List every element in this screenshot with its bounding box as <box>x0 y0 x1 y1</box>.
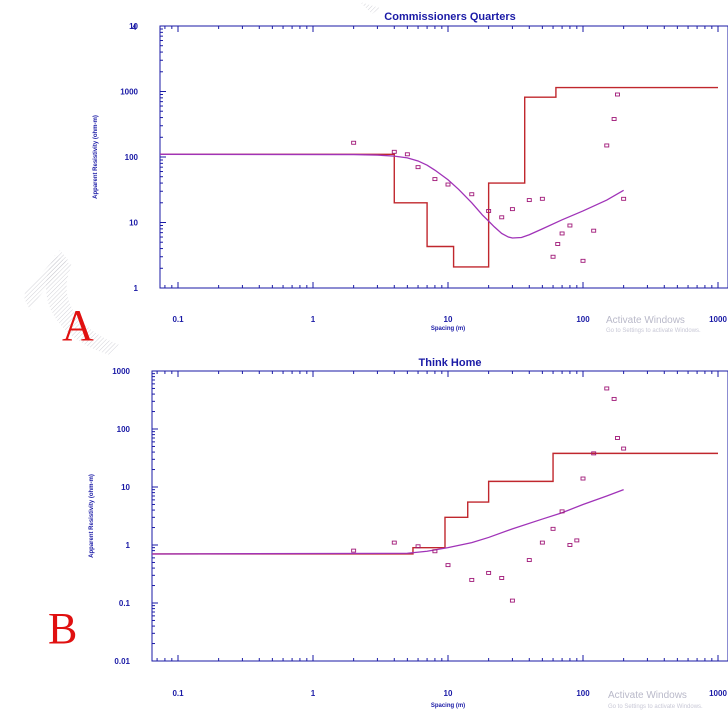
data-point <box>621 446 627 451</box>
y-axis-label: Apparent Resistivity (ohm-m) <box>89 474 95 558</box>
data-point <box>432 549 438 554</box>
data-point <box>611 396 617 401</box>
x-tick-label: 1000 <box>709 689 727 698</box>
y-tick-labels: 1 10 100 1000 10 <box>120 22 138 293</box>
data-point <box>567 223 573 228</box>
data-point <box>351 548 357 553</box>
data-point <box>615 92 620 97</box>
data-point <box>432 177 438 182</box>
data-point <box>621 196 627 201</box>
y-tick-label: 1000 <box>120 88 138 97</box>
data-point <box>486 570 492 575</box>
data-point <box>611 117 617 121</box>
chart-title: Commissioners Quarters <box>384 11 515 23</box>
y-tick-label: 0.1 <box>119 599 131 608</box>
data-point <box>539 540 545 545</box>
data-point <box>550 254 556 259</box>
layer-model-line <box>160 86 718 268</box>
axis-ticks <box>152 370 719 662</box>
watermark-line-1: Activate Windows <box>606 315 685 326</box>
layer-model-line <box>152 452 718 555</box>
watermark-line-1: Activate Windows <box>608 690 687 701</box>
data-point <box>526 198 532 203</box>
x-tick-labels: 0.1 1 10 100 1000 <box>172 315 727 324</box>
data-point <box>351 140 357 145</box>
x-tick-label: 100 <box>576 315 590 324</box>
y-tick-label: 1 <box>134 284 139 293</box>
plot-frame <box>151 370 728 662</box>
data-point <box>509 598 515 603</box>
x-tick-label: 10 <box>444 689 453 698</box>
data-point <box>559 231 565 236</box>
fitted-curve-line <box>151 489 624 555</box>
data-point <box>469 192 475 197</box>
panel-label: B <box>48 604 77 653</box>
data-point <box>499 576 505 580</box>
data-point <box>404 152 410 157</box>
data-point <box>615 436 620 440</box>
data-point <box>445 563 451 568</box>
y-tick-label: 1000 <box>112 367 130 376</box>
data-point <box>415 165 421 170</box>
data-point <box>486 209 492 213</box>
plot-frame <box>159 25 728 289</box>
x-tick-label: 100 <box>576 689 590 698</box>
y-tick-label: 10 <box>129 219 138 228</box>
y-tick-label: 1 <box>126 541 131 550</box>
data-point <box>591 451 597 456</box>
fitted-curve <box>151 489 624 555</box>
logo-watermark <box>24 2 380 355</box>
observed-points <box>351 386 627 603</box>
panel-label: A <box>62 301 94 350</box>
y-tick-label: 10 <box>129 22 138 31</box>
data-point <box>580 258 586 263</box>
data-point <box>555 242 561 246</box>
x-tick-label: 10 <box>444 315 453 324</box>
data-point <box>445 182 451 187</box>
y-tick-labels: 0.01 0.1 1 10 100 1000 <box>112 367 130 666</box>
layer-model <box>152 452 718 555</box>
x-axis-label: Spacing (m) <box>431 326 465 332</box>
fitted-curve <box>159 153 624 239</box>
data-point <box>550 526 556 531</box>
y-top-exponent: 4 <box>132 23 137 32</box>
x-tick-label: 1 <box>311 315 316 324</box>
axis-ticks <box>160 25 719 289</box>
y-tick-label: 100 <box>125 153 139 162</box>
observed-points <box>351 92 627 263</box>
y-tick-label: 100 <box>117 425 131 434</box>
data-point <box>539 196 545 201</box>
data-point <box>591 228 597 233</box>
data-point <box>580 476 586 481</box>
y-tick-label: 0.01 <box>114 657 130 666</box>
y-tick-label: 10 <box>121 483 130 492</box>
data-point <box>574 538 580 543</box>
x-axis-label: Spacing (m) <box>431 703 465 709</box>
watermark-line-2: Go to Settings to activate Windows. <box>606 328 701 334</box>
data-point <box>604 143 610 148</box>
data-point <box>499 215 505 220</box>
layer-model <box>160 86 718 268</box>
x-tick-labels: 0.1 1 10 100 1000 <box>172 689 727 698</box>
data-point <box>469 577 475 582</box>
panel-b: 0.01 0.1 1 10 100 1000 0.1 1 10 100 1000 Apparent… <box>48 357 728 710</box>
x-tick-label: 0.1 <box>172 315 184 324</box>
y-axis-label: Apparent Resistivity (ohm-m) <box>93 115 99 199</box>
data-point <box>604 386 610 391</box>
fitted-curve-line <box>159 153 624 239</box>
data-point <box>391 540 397 545</box>
data-point <box>559 509 565 514</box>
data-point <box>567 543 573 547</box>
data-point <box>526 558 532 563</box>
watermark-line-2: Go to Settings to activate Windows. <box>608 704 703 710</box>
x-tick-label: 0.1 <box>172 689 184 698</box>
data-point <box>509 207 515 212</box>
data-point <box>415 544 421 549</box>
chart-title: Think Home <box>419 357 482 369</box>
x-tick-label: 1000 <box>709 315 727 324</box>
x-tick-label: 1 <box>311 689 316 698</box>
data-point <box>391 149 397 154</box>
panel-a: 1 10 100 1000 10 0.1 1 10 100 1000 4 Apparent Re… <box>62 11 728 350</box>
